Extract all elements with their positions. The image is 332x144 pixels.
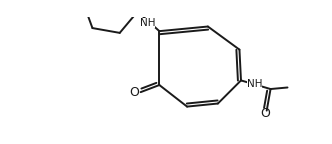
Text: NH: NH: [140, 18, 155, 28]
Text: O: O: [261, 107, 271, 120]
Text: NH: NH: [247, 79, 262, 89]
Text: O: O: [129, 86, 139, 99]
